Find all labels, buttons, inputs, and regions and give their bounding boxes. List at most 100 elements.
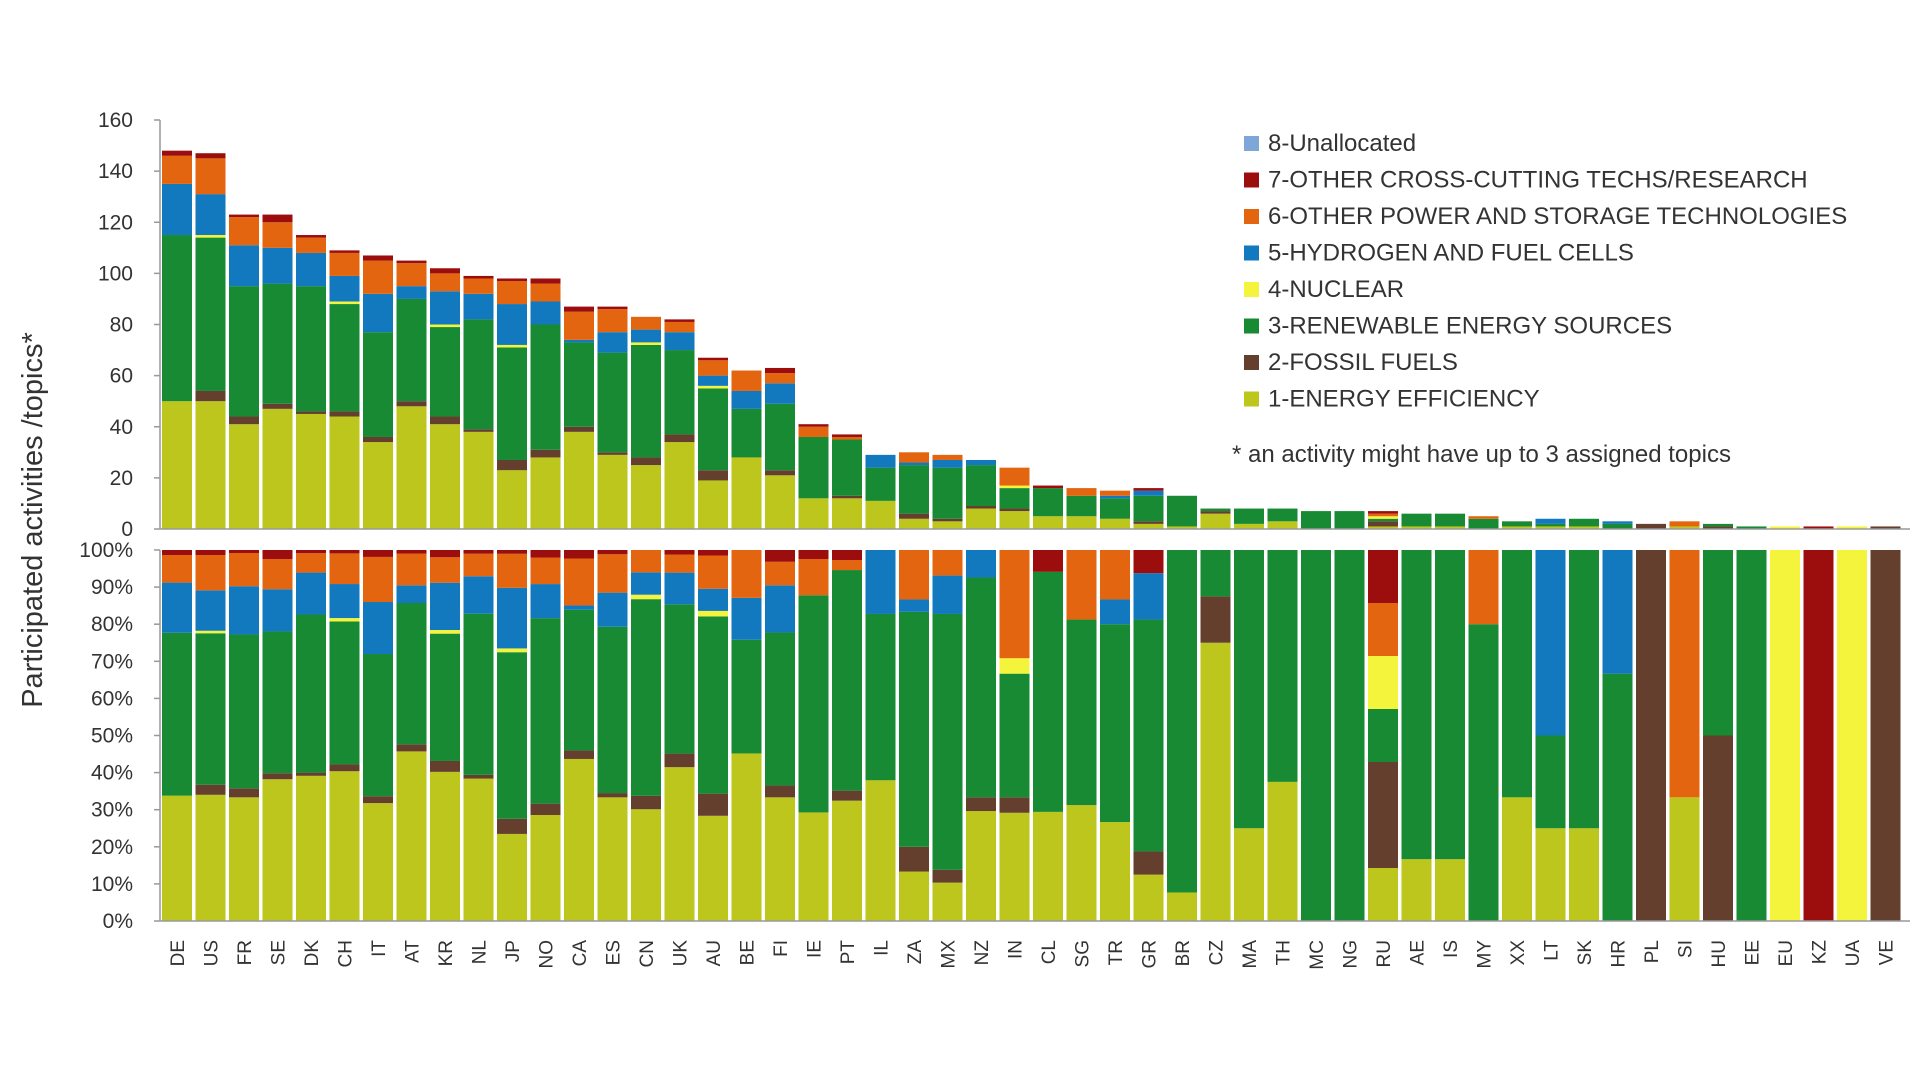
bottom-bar-segment xyxy=(765,785,795,798)
top-bar-segment xyxy=(363,255,393,261)
bottom-bar-segment xyxy=(698,815,728,921)
bottom-bar-segment xyxy=(597,550,628,555)
bottom-bar-segment xyxy=(195,550,226,556)
x-tick-label: CN xyxy=(637,940,658,967)
bottom-bar-segment xyxy=(162,555,192,583)
top-bar-segment xyxy=(1803,526,1834,529)
top-bar-segment xyxy=(396,401,427,407)
bottom-bar-segment xyxy=(229,550,259,554)
x-tick-label: NG xyxy=(1340,940,1361,969)
bottom-bar-segment xyxy=(363,550,393,557)
top-bar-segment xyxy=(1569,526,1599,529)
legend-swatch xyxy=(1244,355,1259,370)
bottom-bar-segment xyxy=(463,576,494,614)
bottom-bar-segment xyxy=(1502,797,1532,921)
bottom-bar-segment xyxy=(966,577,996,798)
top-bar-segment xyxy=(162,235,192,402)
bottom-bar-segment xyxy=(296,553,326,573)
bottom-bar-segment xyxy=(832,560,862,571)
legend-swatch xyxy=(1244,391,1259,407)
top-bar-segment xyxy=(1502,521,1532,527)
x-tick-label: IN xyxy=(1005,940,1026,959)
bottom-bar-segment xyxy=(497,587,527,649)
legend-label: 2-FOSSIL FUELS xyxy=(1268,349,1458,376)
top-y-tick-label: 0 xyxy=(121,518,133,541)
top-bar-segment xyxy=(664,319,695,322)
bottom-bar-segment xyxy=(195,555,226,591)
x-tick-label: SI xyxy=(1675,940,1696,958)
top-bar-segment xyxy=(765,383,795,404)
bottom-bar-segment xyxy=(865,613,896,781)
legend-swatch xyxy=(1244,209,1259,224)
bottom-bar-segment xyxy=(999,812,1030,921)
top-bar-segment xyxy=(497,304,527,345)
top-bar-segment xyxy=(1736,526,1767,529)
bottom-bar-segment xyxy=(195,630,226,634)
top-bar-segment xyxy=(1200,508,1231,512)
bottom-bar-segment xyxy=(363,654,393,797)
top-bar-segment xyxy=(1535,526,1566,529)
x-tick-label: DK xyxy=(302,940,323,967)
top-bar-segment xyxy=(430,327,460,417)
top-bar-segment xyxy=(363,436,393,443)
top-bar-segment xyxy=(262,222,293,248)
legend-label: 3-RENEWABLE ENERGY SOURCES xyxy=(1268,313,1672,340)
x-tick-label: ES xyxy=(603,940,624,965)
bottom-y-tick-label: 60% xyxy=(91,687,133,710)
top-bar-segment xyxy=(966,459,996,466)
bottom-bar-segment xyxy=(1100,822,1130,921)
top-bar-segment xyxy=(932,454,963,460)
bottom-bar-segment xyxy=(564,609,594,751)
top-bar-segment xyxy=(1234,508,1264,524)
top-bar-segment xyxy=(296,237,326,253)
top-bar-segment xyxy=(1100,495,1130,499)
footnote: * an activity might have up to 3 assigne… xyxy=(1232,441,1731,468)
top-bar-segment xyxy=(664,442,695,529)
bottom-bar-segment xyxy=(597,626,628,794)
top-bar-segment xyxy=(899,513,929,519)
top-bar-segment xyxy=(1368,511,1398,514)
top-bar-segment xyxy=(329,250,360,253)
bottom-y-tick-label: 30% xyxy=(91,799,133,822)
top-bar-segment xyxy=(363,442,393,529)
top-bar-segment xyxy=(430,273,460,292)
bottom-y-tick-label: 40% xyxy=(91,762,133,785)
x-tick-label: MY xyxy=(1474,940,1495,969)
bottom-bar-segment xyxy=(262,773,293,780)
top-bar-segment xyxy=(530,278,561,284)
top-bar-segment xyxy=(262,408,293,529)
bottom-bar-segment xyxy=(698,610,728,617)
bottom-bar-segment xyxy=(664,604,695,754)
top-bar-segment xyxy=(597,352,628,453)
bottom-bar-segment xyxy=(1033,550,1063,572)
bottom-bar-segment xyxy=(463,550,494,554)
top-bar-segment xyxy=(698,375,728,386)
bottom-bar-segment xyxy=(497,818,527,834)
bottom-bar-segment xyxy=(396,603,427,745)
y-axis-title: Participated activities /topics* xyxy=(17,332,49,708)
top-bar-segment xyxy=(1133,490,1164,496)
bottom-bar-segment xyxy=(1066,619,1097,806)
top-bar-segment xyxy=(229,424,259,529)
top-bar-segment xyxy=(463,275,494,279)
x-tick-label: ZA xyxy=(905,940,926,965)
top-bar-segment xyxy=(463,278,494,294)
top-bar-segment xyxy=(1368,518,1398,522)
top-bar-segment xyxy=(1368,526,1398,529)
top-bar-segment xyxy=(564,426,594,432)
bottom-bar-segment xyxy=(899,871,929,921)
bottom-bar-segment xyxy=(1636,550,1666,921)
top-bar-segment xyxy=(329,411,360,417)
x-tick-label: CA xyxy=(570,940,591,967)
bottom-bar-segment xyxy=(664,554,695,573)
bottom-y-tick-label: 10% xyxy=(91,873,133,896)
bottom-bar-segment xyxy=(1066,805,1097,921)
top-bar-segment xyxy=(229,214,259,218)
top-bar-segment xyxy=(832,439,862,496)
top-bar-segment xyxy=(1837,526,1867,529)
top-bar-segment xyxy=(1870,526,1901,529)
x-tick-label: PT xyxy=(838,940,859,965)
top-bar-segment xyxy=(1133,521,1164,524)
bottom-bar-segment xyxy=(698,555,728,589)
